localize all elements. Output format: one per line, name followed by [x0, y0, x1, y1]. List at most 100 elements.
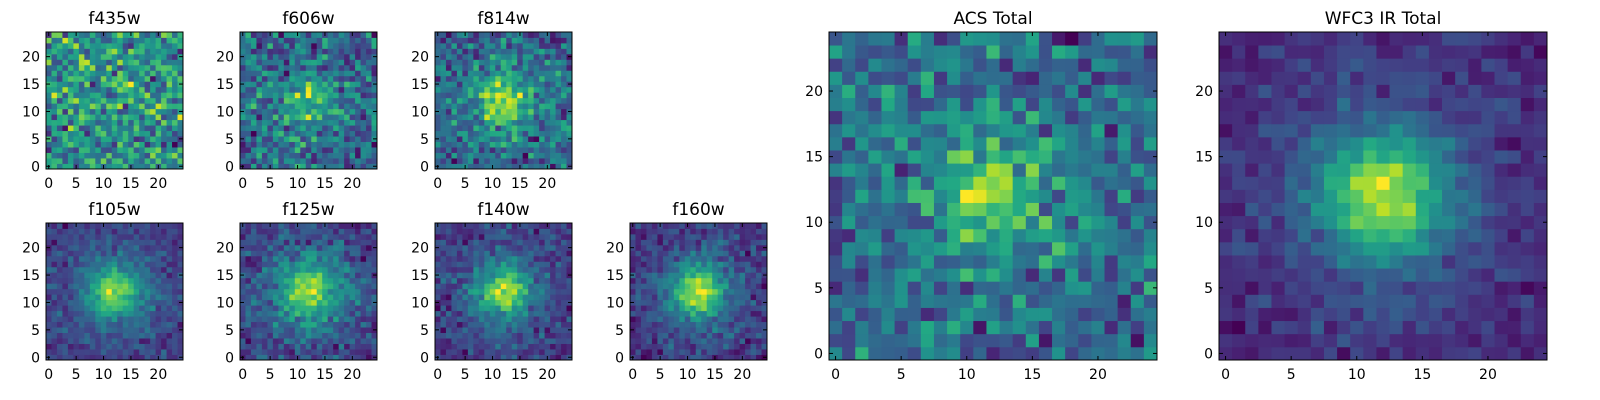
heatmap-cell [1025, 255, 1040, 269]
heatmap-cell [756, 354, 762, 361]
heatmap-cell [250, 125, 257, 132]
heatmap-cell [544, 332, 551, 339]
heatmap-cell [920, 268, 935, 282]
heatmap-cell [478, 70, 485, 77]
heatmap-cell [84, 75, 91, 82]
heatmap-cell [723, 239, 730, 246]
heatmap-cell [500, 130, 507, 137]
heatmap-cell [166, 119, 173, 126]
heatmap-cell [484, 97, 491, 104]
heatmap-cell [522, 272, 529, 279]
heatmap-cell [128, 310, 135, 317]
heatmap-cell [842, 255, 856, 269]
heatmap-cell [245, 86, 252, 93]
heatmap-cell [986, 281, 1000, 295]
heatmap-cell [272, 239, 279, 246]
heatmap-cell [555, 283, 562, 290]
heatmap-cell [333, 81, 340, 88]
heatmap-cell [283, 250, 290, 257]
heatmap-cell [462, 332, 469, 339]
heatmap-cell [550, 64, 556, 71]
heatmap-cell [550, 152, 556, 159]
heatmap-cell [355, 141, 361, 148]
heatmap-cell [473, 163, 480, 170]
heatmap-cell [177, 141, 184, 148]
heatmap-cell [100, 338, 107, 344]
heatmap-cell [456, 37, 463, 44]
heatmap-cell [133, 136, 140, 142]
heatmap-cell [240, 310, 246, 317]
heatmap-cell [734, 250, 740, 257]
heatmap-cell [349, 158, 356, 164]
heatmap-cell [635, 305, 642, 312]
heatmap-cell [999, 215, 1014, 230]
heatmap-cell [283, 130, 290, 137]
heatmap-cell [451, 272, 458, 279]
heatmap-cell [95, 75, 102, 82]
heatmap-cell [506, 70, 513, 77]
heatmap-cell [894, 333, 909, 348]
heatmap-cell [316, 108, 323, 115]
heatmap-cell [56, 42, 63, 49]
heatmap-cell [539, 32, 545, 38]
heatmap-cell [723, 261, 730, 268]
heatmap-cell [868, 281, 882, 295]
heatmap-cell [506, 239, 513, 246]
heatmap-cell [690, 310, 697, 317]
heatmap-cell [344, 147, 350, 153]
y-tick-label: 0 [31, 159, 40, 175]
heatmap-cell [445, 244, 452, 251]
heatmap-cell [750, 228, 757, 235]
heatmap-cell [728, 349, 735, 355]
heatmap-cell [668, 299, 675, 306]
heatmap-cell [245, 305, 252, 312]
heatmap-cell [756, 310, 762, 317]
heatmap-cell [662, 261, 669, 268]
heatmap-cell [445, 239, 452, 246]
heatmap-cell [1130, 215, 1145, 230]
heatmap-cell [366, 59, 372, 66]
heatmap-cell [267, 125, 274, 132]
heatmap-cell [150, 250, 156, 257]
heatmap-cell [544, 255, 551, 262]
heatmap-cell [106, 152, 113, 159]
heatmap-cell [662, 255, 669, 262]
heatmap-cell [139, 59, 146, 66]
heatmap-cell [484, 103, 491, 110]
heatmap-cell [128, 75, 135, 82]
heatmap-cell [1104, 228, 1119, 243]
heatmap-cell [440, 147, 447, 153]
heatmap-cell [139, 239, 146, 246]
heatmap-cell [366, 321, 372, 328]
heatmap-cell [662, 272, 669, 279]
heatmap-cell [177, 343, 184, 350]
heatmap-cell [1052, 333, 1066, 348]
heatmap-cell [245, 141, 252, 148]
heatmap-cell [511, 250, 518, 257]
heatmap-cell [440, 299, 447, 306]
heatmap-cell [111, 75, 118, 82]
heatmap-cell [245, 327, 252, 333]
heatmap-cell [327, 288, 334, 295]
heatmap-cell [155, 136, 162, 142]
heatmap-cell [144, 147, 151, 153]
heatmap-cell [73, 147, 80, 153]
heatmap-cell [445, 233, 452, 240]
heatmap-cell [1104, 281, 1119, 295]
heatmap-cell [117, 266, 124, 273]
heatmap-cell [668, 239, 675, 246]
heatmap-cell [256, 272, 263, 279]
heatmap-cell [712, 288, 719, 295]
heatmap-cell [500, 349, 507, 355]
heatmap-cell [177, 305, 184, 312]
heatmap-cell [311, 163, 318, 170]
heatmap-cell [161, 299, 167, 306]
heatmap-cell [111, 316, 118, 323]
heatmap-cell [440, 158, 447, 164]
heatmap-cell [723, 299, 730, 306]
heatmap-cell [673, 261, 680, 268]
heatmap-cell [300, 86, 307, 93]
heatmap-cell [355, 244, 361, 251]
heatmap-cell [67, 97, 74, 104]
heatmap-cell [462, 294, 469, 301]
